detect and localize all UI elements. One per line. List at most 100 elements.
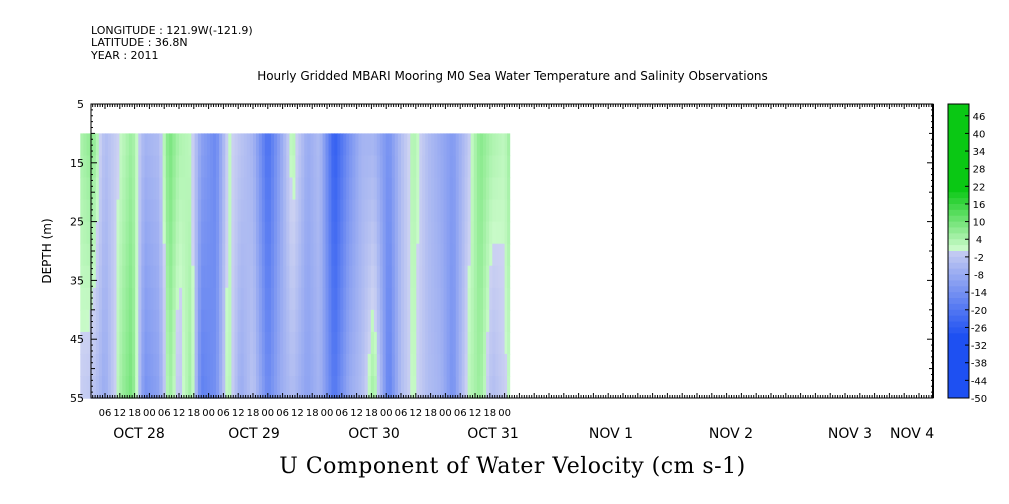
heat-cell [144,155,149,179]
heat-cell [458,331,463,355]
heat-cell [401,221,405,245]
heat-cell [249,155,254,179]
heat-cell [419,221,423,245]
heat-cell [153,133,157,157]
heat-cell [358,221,363,245]
heat-cell [216,353,220,377]
heat-cell [343,376,347,399]
heat-cell [204,177,208,201]
heat-cell [110,177,115,201]
heat-cell [404,331,408,355]
heat-cell [258,155,263,179]
heat-cell [397,177,402,201]
heat-cell [404,376,408,399]
heat-cell [367,309,372,333]
heat-cell [213,221,217,245]
heat-cell [261,221,266,245]
heat-cell [289,331,294,355]
heat-cell [197,177,202,201]
heat-cell [105,155,109,179]
heat-cell [270,221,275,245]
heat-cell [467,309,472,333]
heat-cell [319,199,324,223]
heat-cell [277,199,281,223]
heat-cell [397,133,402,157]
heat-cell [313,243,318,267]
heat-cell [261,133,266,157]
heat-cell [86,376,91,399]
heat-cell [452,133,457,157]
heat-cell [141,199,146,223]
heat-cell [249,265,254,289]
heat-cell [337,376,341,399]
heat-cell [116,155,120,179]
heat-cell [334,287,338,311]
heat-cell [150,221,154,245]
heat-cell [498,265,503,289]
heat-cell [310,353,315,377]
heat-cell [101,353,106,377]
heat-cell [507,243,511,267]
heat-cell [172,155,177,179]
heat-cell [404,155,408,179]
heat-cell [83,199,88,223]
x-tick-label: 12 [409,408,422,419]
heat-cell [301,221,305,245]
heat-cell [92,287,97,311]
heat-cell [274,309,278,333]
heat-cell [419,376,423,399]
heat-cell [150,133,154,157]
heat-cell [467,133,472,157]
heat-cell [219,221,223,245]
colorbar-tick-label: 46 [973,112,986,123]
heat-cell [86,331,91,355]
colorbar-cell [948,298,969,305]
heat-cell [364,309,369,333]
colorbar-cell [948,327,969,334]
heat-cell [483,155,487,179]
heat-cell [337,243,341,267]
heat-cell [101,287,106,311]
heat-cell [431,376,435,399]
heat-cell [162,199,167,223]
heat-cell [225,309,229,333]
heat-cell [449,353,454,377]
heat-cell [256,243,260,267]
heat-cell [113,265,118,289]
heat-cell [361,331,366,355]
heat-cell [222,177,226,201]
heat-cell [489,243,493,267]
heat-cell [213,376,217,399]
heat-cell [413,376,417,399]
heat-cell [449,177,454,201]
heat-cell [407,133,411,157]
heat-cell [172,353,177,377]
heat-cell [277,309,281,333]
heat-cell [141,309,146,333]
heat-cell [486,331,490,355]
heat-cell [489,287,493,311]
heat-cell [301,177,305,201]
heat-cell [376,353,381,377]
heat-cell [159,331,164,355]
heat-cell [144,331,149,355]
heat-cell [264,287,269,311]
heat-cell [446,287,451,311]
heat-cell [101,331,106,355]
heat-cell [122,309,127,333]
heat-cell [188,331,192,355]
heat-cell [283,177,287,201]
x-tick-label: 18 [483,408,496,419]
heat-cell [125,331,130,355]
heat-cell [267,265,272,289]
heat-cell [394,376,399,399]
heat-cell [240,221,245,245]
colorbar-cell [948,362,969,370]
heat-cell [213,309,217,333]
heat-cell [125,221,130,245]
heat-cell [322,353,327,377]
heat-cell [304,287,308,311]
heat-cell [132,287,136,311]
heat-cell [182,133,186,157]
heat-cell [373,287,378,311]
